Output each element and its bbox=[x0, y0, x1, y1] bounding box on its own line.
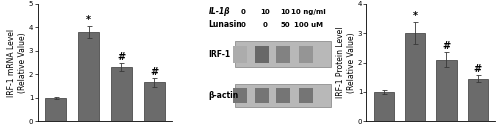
Bar bbox=[405, 33, 425, 121]
Bar bbox=[374, 92, 394, 121]
Bar bbox=[233, 88, 248, 103]
Bar bbox=[255, 46, 270, 62]
Text: β-actin: β-actin bbox=[208, 91, 238, 100]
Bar bbox=[299, 46, 314, 62]
Text: #: # bbox=[474, 64, 482, 74]
Bar bbox=[110, 67, 132, 121]
Text: *: * bbox=[86, 15, 91, 25]
Text: 10: 10 bbox=[280, 9, 290, 15]
Bar bbox=[436, 60, 456, 121]
Bar bbox=[236, 41, 330, 67]
Text: Lunasin: Lunasin bbox=[208, 20, 242, 29]
Bar bbox=[45, 98, 66, 121]
Bar bbox=[255, 88, 270, 103]
Bar bbox=[276, 46, 290, 62]
Text: 100 uM: 100 uM bbox=[294, 22, 323, 28]
Text: 10: 10 bbox=[260, 9, 270, 15]
Text: (A): (A) bbox=[0, 0, 12, 1]
Bar bbox=[299, 88, 314, 103]
Bar bbox=[468, 79, 488, 121]
Text: 0: 0 bbox=[262, 22, 267, 28]
Text: #: # bbox=[442, 41, 450, 51]
Bar bbox=[144, 82, 165, 121]
Y-axis label: IRF-1 mRNA Level
(Relative Value): IRF-1 mRNA Level (Relative Value) bbox=[8, 28, 27, 96]
Y-axis label: IRF-1 Protein Level
(Relative Value): IRF-1 Protein Level (Relative Value) bbox=[336, 27, 355, 98]
Text: 50: 50 bbox=[280, 22, 290, 28]
Bar bbox=[236, 84, 330, 107]
Text: 0: 0 bbox=[240, 22, 245, 28]
Text: 0: 0 bbox=[240, 9, 245, 15]
Bar bbox=[233, 46, 248, 62]
Bar bbox=[276, 88, 290, 103]
Text: 10 ng/ml: 10 ng/ml bbox=[291, 9, 326, 15]
Bar bbox=[78, 32, 99, 121]
Text: #: # bbox=[118, 52, 126, 62]
Text: *: * bbox=[412, 11, 418, 21]
Text: IL-1β: IL-1β bbox=[208, 8, 230, 16]
Text: (B): (B) bbox=[202, 0, 218, 1]
Text: IRF-1: IRF-1 bbox=[208, 50, 231, 59]
Text: #: # bbox=[150, 67, 158, 77]
